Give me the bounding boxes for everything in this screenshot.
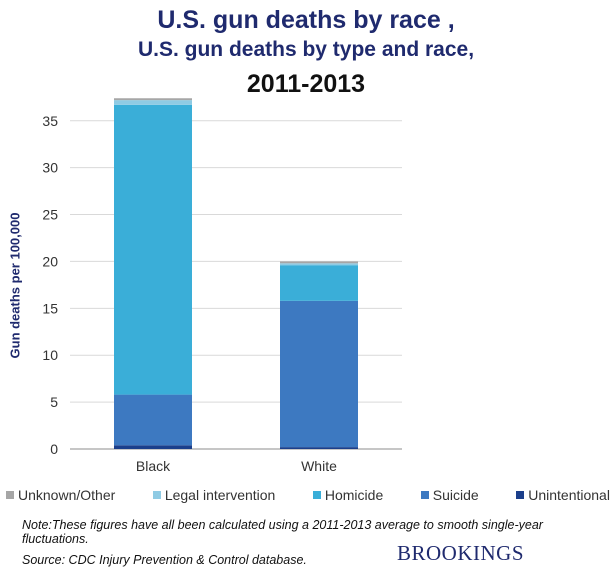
legend-item: Unknown/Other [6,487,115,503]
y-tick-label: 15 [42,300,58,316]
legend-item: Suicide [420,487,479,503]
legend-swatch [6,491,14,499]
bar-segment-unknown-other [114,98,192,101]
legend-swatch [420,491,429,499]
stacked-bar-chart: 0 5 10 15 20 25 30 35 Black White [42,98,402,474]
bar-segment-legal-intervention [114,100,192,105]
bar-segment-suicide [114,394,192,446]
y-tick-label: 30 [42,160,58,176]
bar-segment-homicide [280,265,358,301]
source-note: Source: CDC Injury Prevention & Control … [22,553,307,567]
legend-label: Legal intervention [164,487,276,503]
y-tick-label: 20 [42,253,58,269]
legend-item: Unintentional [516,487,610,503]
y-tick-label: 5 [50,394,58,410]
brookings-logo: BROOKINGS [397,541,525,565]
chart-title-line-3: 2011-2013 [246,70,366,98]
legend-label: Suicide [432,487,479,503]
y-tick-label: 0 [50,441,58,457]
bar-segment-unintentional [114,445,192,449]
x-tick-label: Black [136,458,171,474]
legend-item: Legal intervention [152,487,276,503]
chart-title-line-2: U.S. gun deaths by type and race, [137,38,475,61]
legend-label: Unknown/Other [18,487,116,503]
bar-segment-unintentional [280,447,358,449]
legend-swatch [312,491,321,499]
legend-label: Homicide [324,487,384,503]
y-tick-label: 25 [42,207,58,223]
chart-title-line-1: U.S. gun deaths by race , [157,6,455,34]
legend-swatch [516,491,525,499]
bar-segment-unknown-other [280,261,358,264]
legend-swatch [152,491,161,499]
legend-label: Unintentional [528,487,610,503]
bar-segment-homicide [114,104,192,395]
chart-legend: Unknown/Other Legal intervention Homicide S… [6,487,610,503]
bar-segment-legal-intervention [280,263,358,266]
y-tick-label: 10 [42,347,58,363]
x-tick-label: White [301,458,337,474]
y-tick-label: 35 [42,113,58,129]
legend-item: Homicide [312,487,384,503]
bar-segment-suicide [280,300,358,448]
footnote: Note:These figures have all been calcula… [22,518,543,546]
